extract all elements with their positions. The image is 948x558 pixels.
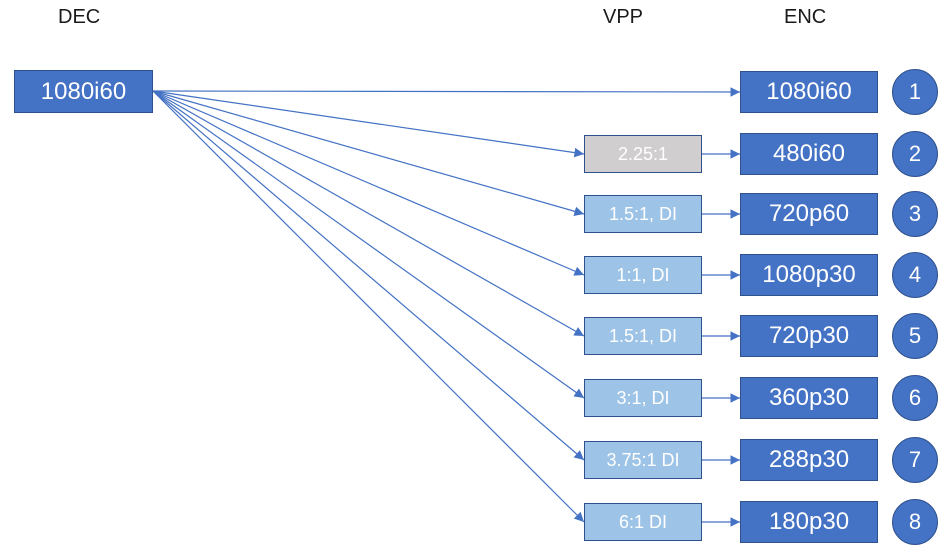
pipeline-number-7: 7 <box>892 437 938 483</box>
vpp-box-6: 3:1, DI <box>584 379 702 417</box>
arrow-dec-to-vpp-6 <box>152 90 585 399</box>
enc-header: ENC <box>784 6 827 28</box>
pipeline-number-6: 6 <box>892 375 938 421</box>
pipeline-number-2: 2 <box>892 131 938 177</box>
decoder-box: 1080i60 <box>14 70 153 113</box>
encoder-box-5: 720p30 <box>740 315 878 357</box>
encoder-box-7: 288p30 <box>740 439 878 481</box>
encoder-box-3: 720p60 <box>740 193 878 235</box>
pipeline-number-8: 8 <box>892 499 938 545</box>
vpp-box-3: 1.5:1, DI <box>584 195 702 233</box>
vpp-box-4: 1:1, DI <box>584 256 702 294</box>
pipeline-number-5: 5 <box>892 313 938 359</box>
arrow-dec-to-vpp-7 <box>152 90 585 461</box>
encoder-box-8: 180p30 <box>740 501 878 543</box>
arrow-dec-to-vpp-5 <box>152 90 585 337</box>
arrow-dec-to-vpp-3 <box>152 90 585 216</box>
encoder-box-4: 1080p30 <box>740 254 878 296</box>
vpp-box-8: 6:1 DI <box>584 503 702 541</box>
vpp-header: VPP <box>603 6 644 28</box>
dec-header: DEC <box>58 6 101 28</box>
pipeline-number-3: 3 <box>892 191 938 237</box>
arrow-dec-to-vpp-8 <box>152 90 585 523</box>
vpp-box-7: 3.75:1 DI <box>584 441 702 479</box>
encoder-box-2: 480i60 <box>740 133 878 175</box>
arrow-dec-to-enc-1 <box>152 87 741 97</box>
arrow-dec-to-vpp-4 <box>152 90 585 276</box>
encoder-box-6: 360p30 <box>740 377 878 419</box>
arrow-dec-to-vpp-2 <box>152 90 585 158</box>
vpp-box-2: 2.25:1 <box>584 135 702 173</box>
encoder-box-1: 1080i60 <box>740 71 878 113</box>
pipeline-number-1: 1 <box>892 69 938 115</box>
pipeline-number-4: 4 <box>892 252 938 298</box>
vpp-box-5: 1.5:1, DI <box>584 317 702 355</box>
